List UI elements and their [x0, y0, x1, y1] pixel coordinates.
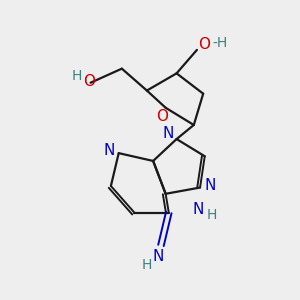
Text: H: H	[142, 258, 152, 272]
Text: O: O	[198, 37, 210, 52]
Text: O: O	[156, 109, 168, 124]
Text: N: N	[103, 143, 114, 158]
Text: -H: -H	[213, 36, 228, 50]
Text: N: N	[162, 126, 173, 141]
Text: H: H	[71, 69, 82, 83]
Text: N: N	[152, 249, 164, 264]
Text: N: N	[204, 178, 216, 193]
Text: O: O	[83, 74, 95, 89]
Text: N: N	[193, 202, 204, 217]
Text: H: H	[206, 208, 217, 222]
